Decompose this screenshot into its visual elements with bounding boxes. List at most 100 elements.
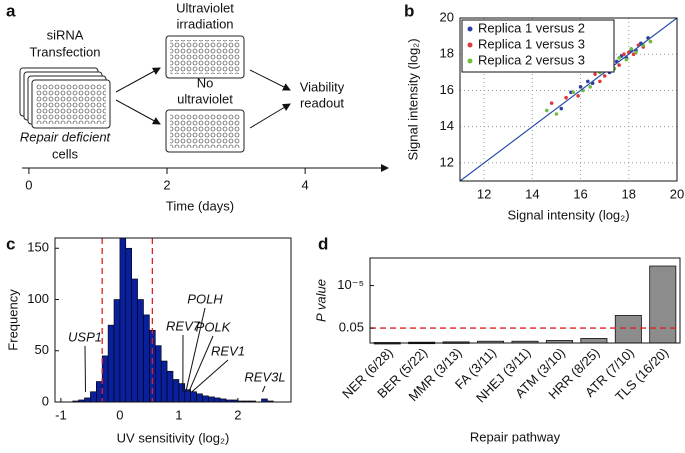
histogram-bar bbox=[166, 370, 174, 403]
panel-label: c bbox=[6, 234, 15, 253]
histogram-bar bbox=[155, 345, 162, 403]
histogram-bar bbox=[196, 393, 203, 403]
arrow bbox=[115, 99, 161, 125]
panel-label: b bbox=[404, 1, 414, 20]
step-text: Viability bbox=[300, 79, 345, 94]
timeline-label: Time (days) bbox=[166, 198, 234, 213]
step-text: readout bbox=[300, 95, 344, 110]
y-tick-label: 100 bbox=[27, 291, 49, 306]
annotation: POLH bbox=[187, 291, 223, 306]
y-axis-label: P value bbox=[313, 279, 328, 322]
y-tick-label: 18 bbox=[440, 46, 454, 61]
step-text: No bbox=[197, 75, 214, 90]
annotation: USP1 bbox=[68, 329, 102, 344]
legend-label: Replica 2 versus 3 bbox=[478, 52, 585, 67]
annotation: REV3L bbox=[244, 369, 285, 384]
point bbox=[585, 79, 590, 84]
histogram-bar bbox=[137, 299, 144, 403]
step-text: Ultraviolet bbox=[176, 0, 234, 15]
histogram-bar bbox=[101, 355, 109, 403]
point bbox=[648, 39, 653, 44]
point bbox=[571, 90, 576, 95]
legend-box bbox=[461, 19, 615, 73]
x-axis-label: Repair pathway bbox=[470, 429, 561, 444]
annotation: REV1 bbox=[211, 343, 245, 358]
x-tick-label: 16 bbox=[573, 186, 587, 201]
y-axis-label: Frequency bbox=[5, 289, 20, 351]
x-tick-label: 2 bbox=[234, 407, 241, 422]
histogram-bar bbox=[172, 379, 180, 403]
point bbox=[549, 101, 554, 105]
x-tick-label: 20 bbox=[670, 186, 684, 201]
point bbox=[598, 79, 602, 84]
step-text: Repair deficient bbox=[20, 129, 112, 144]
histogram-bar bbox=[214, 397, 221, 403]
annotation: POLK bbox=[196, 319, 232, 334]
legend-marker bbox=[467, 42, 473, 48]
x-axis-label: Signal intensity (log₂) bbox=[507, 207, 629, 222]
point bbox=[629, 46, 633, 51]
y-tick-label: 14 bbox=[440, 118, 454, 133]
plate bbox=[165, 109, 245, 153]
reference-line bbox=[459, 17, 678, 182]
point bbox=[593, 72, 597, 76]
histogram-bar bbox=[143, 314, 150, 403]
plot-frame bbox=[54, 237, 292, 403]
point bbox=[559, 106, 564, 111]
histogram-bar bbox=[190, 391, 197, 403]
annotation-arrow bbox=[191, 359, 229, 393]
point bbox=[624, 57, 629, 62]
x-tick-label: 14 bbox=[525, 186, 539, 201]
y-tick-label: 12 bbox=[440, 154, 454, 169]
arrow bbox=[115, 67, 161, 93]
histogram-bar bbox=[107, 324, 115, 403]
y-tick-label: 50 bbox=[35, 342, 49, 357]
x-axis-label: UV sensitivity (log₂) bbox=[117, 430, 230, 445]
bar bbox=[580, 338, 608, 344]
x-tick-label: -1 bbox=[55, 407, 67, 422]
histogram-bar bbox=[119, 237, 127, 403]
histogram-bar bbox=[131, 278, 138, 403]
panel-a: a siRNA Transfection Repair deficient ce… bbox=[6, 0, 389, 213]
point bbox=[622, 52, 626, 57]
annotation: REV7 bbox=[166, 318, 201, 333]
step-text: Transfection bbox=[29, 44, 100, 59]
x-tick-label: 1 bbox=[175, 407, 182, 422]
timeline-tick-label: 0 bbox=[25, 177, 32, 192]
bar bbox=[614, 315, 642, 344]
plate-stack bbox=[19, 67, 111, 129]
histogram-bar bbox=[90, 391, 97, 403]
x-tick-label: 12 bbox=[477, 186, 491, 201]
legend-marker bbox=[467, 26, 473, 32]
histogram-bar bbox=[125, 247, 133, 403]
bar bbox=[649, 265, 677, 344]
histogram-bar bbox=[160, 360, 168, 403]
x-tick-label: 18 bbox=[622, 186, 636, 201]
y-tick-label: 20 bbox=[440, 9, 454, 24]
histogram-bar bbox=[84, 397, 91, 403]
timeline-tick-label: 4 bbox=[302, 177, 309, 192]
y-tick-label: 16 bbox=[440, 82, 454, 97]
step-text: ultraviolet bbox=[177, 91, 233, 106]
step-text: siRNA bbox=[47, 27, 84, 42]
histogram-bar bbox=[208, 396, 215, 403]
y-tick-label: 0.05 bbox=[339, 319, 364, 334]
y-tick-label: 150 bbox=[27, 240, 49, 255]
annotation-arrow bbox=[188, 335, 214, 393]
plate bbox=[165, 35, 245, 79]
histogram-bar bbox=[113, 299, 121, 403]
arrow bbox=[249, 69, 291, 91]
point bbox=[634, 50, 638, 55]
point bbox=[576, 94, 580, 98]
legend-marker bbox=[467, 58, 473, 64]
timeline-tick-label: 2 bbox=[163, 177, 170, 192]
plot-frame bbox=[369, 257, 681, 344]
y-tick-label: 0 bbox=[42, 393, 49, 408]
plot-frame bbox=[459, 17, 678, 182]
step-text: cells bbox=[52, 146, 79, 161]
point bbox=[588, 85, 592, 89]
arrow bbox=[249, 103, 291, 129]
point bbox=[554, 112, 559, 116]
histogram-bar bbox=[202, 395, 209, 403]
